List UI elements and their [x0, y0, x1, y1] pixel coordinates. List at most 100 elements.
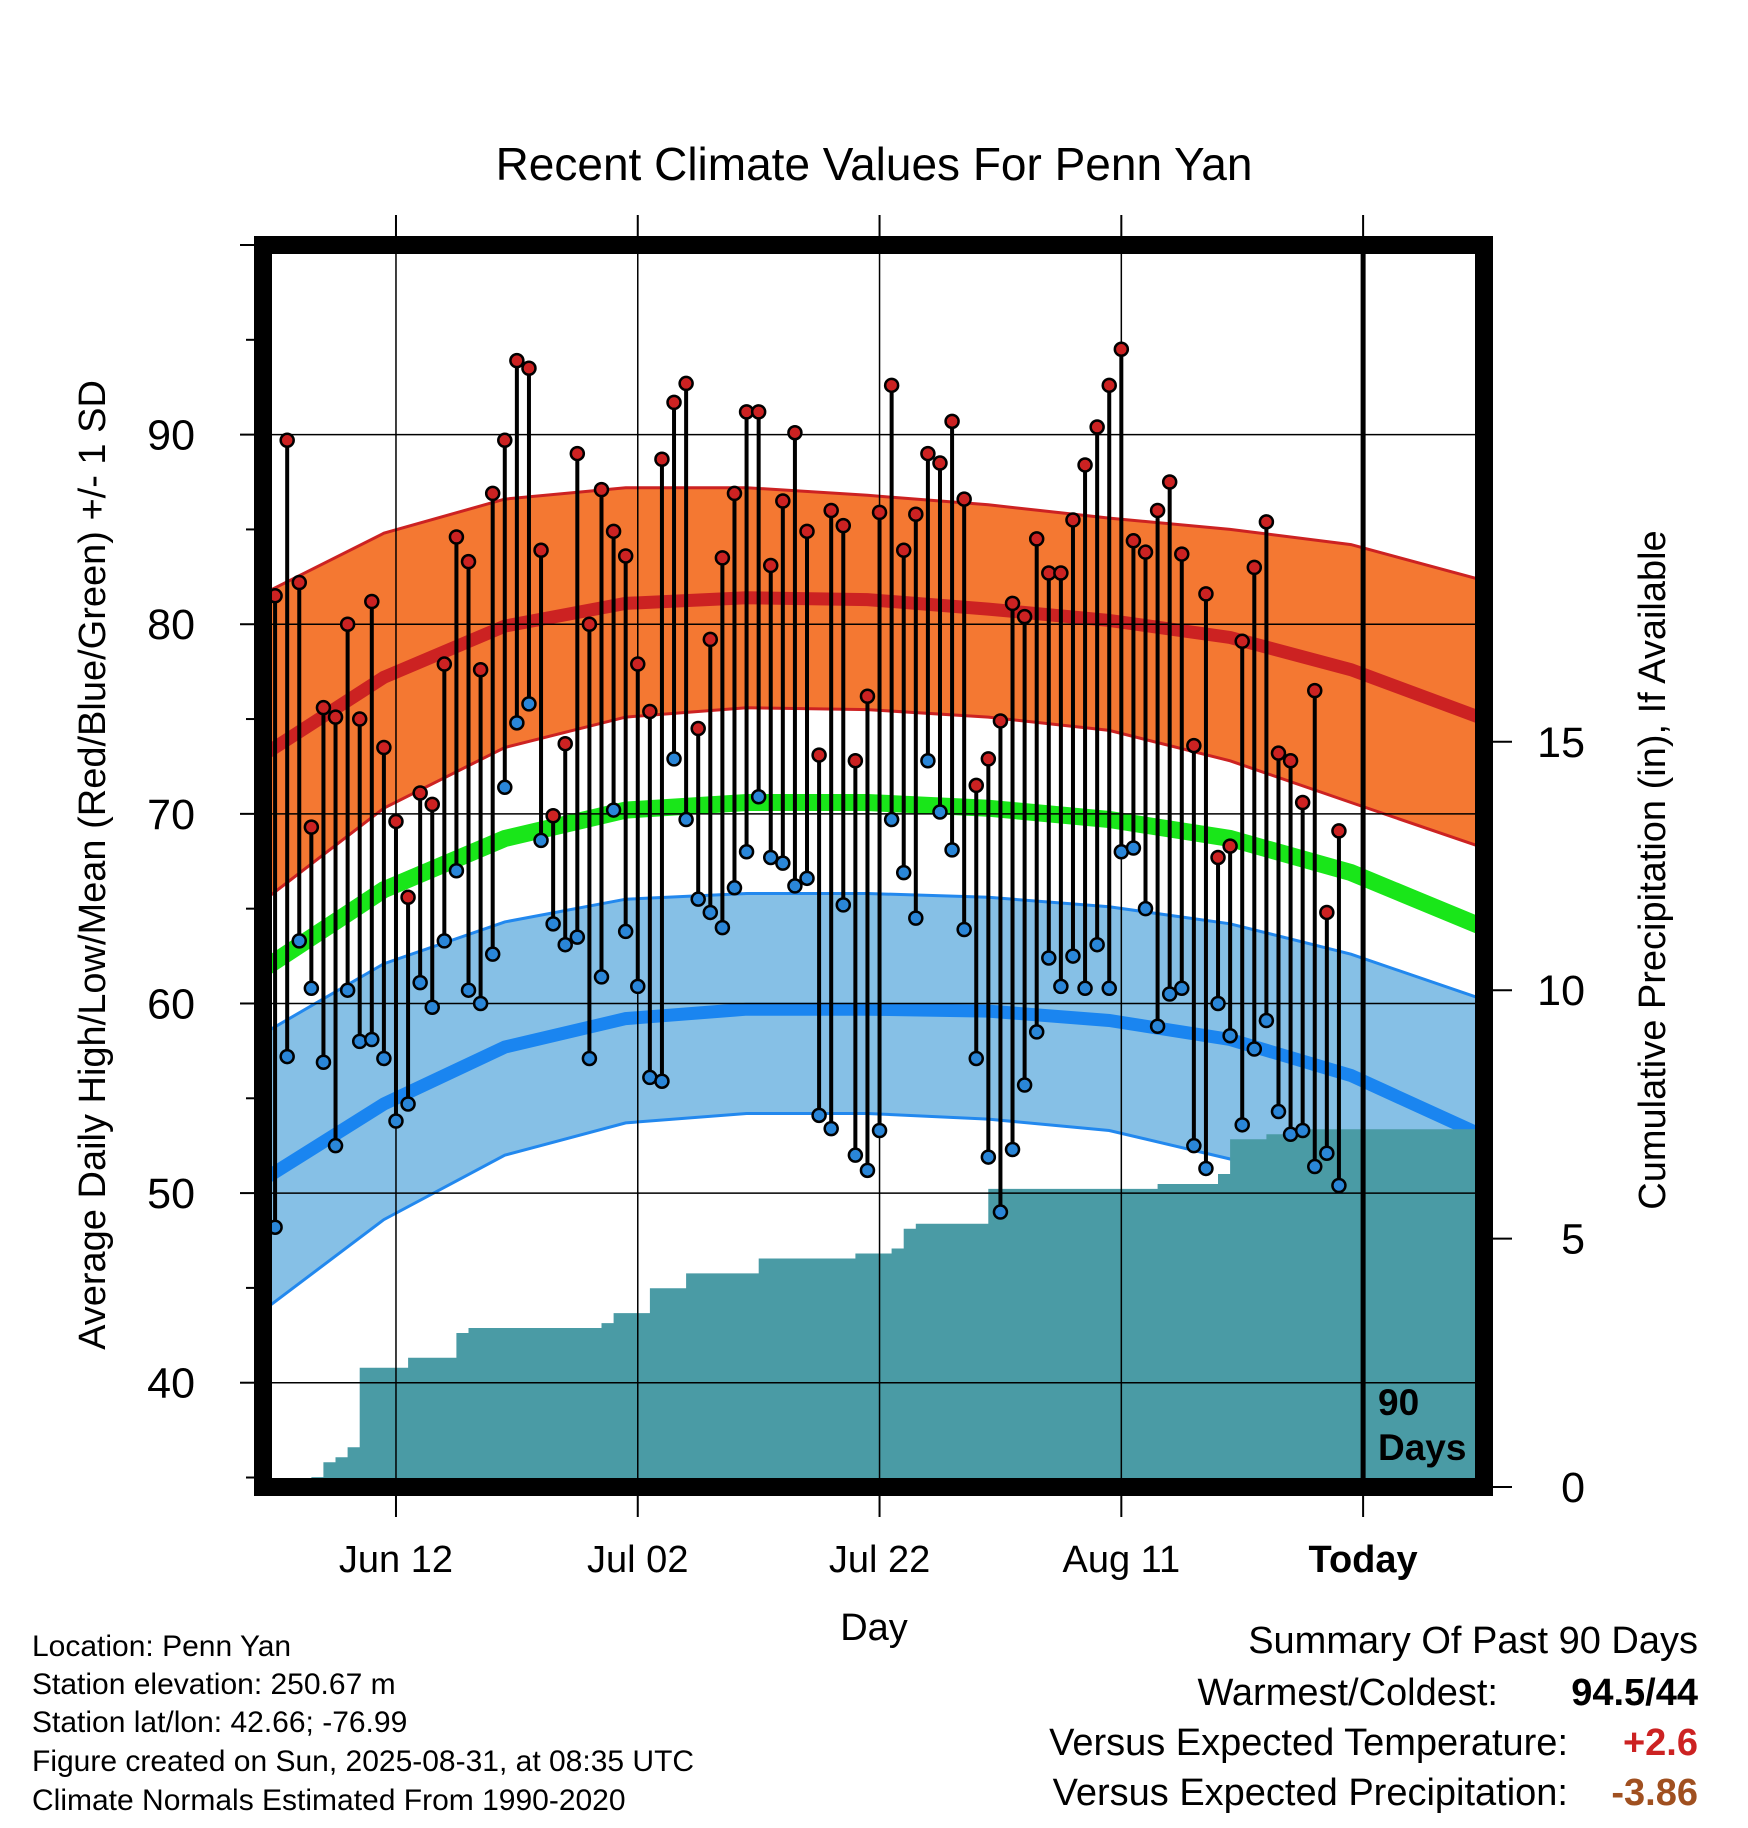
- daily-high-point: [581, 616, 598, 632]
- daily-high-point: [351, 711, 368, 727]
- y-tick-label: 70: [147, 791, 195, 839]
- daily-high-point: [823, 502, 839, 519]
- daily-high-point: [908, 506, 924, 523]
- daily-high-point: [412, 785, 428, 801]
- daily-low-point: [944, 842, 960, 858]
- daily-high-point: [714, 550, 731, 566]
- daily-low-point: [1331, 1177, 1347, 1194]
- daily-data: [263, 341, 1347, 1315]
- info-elevation: Station elevation: 250.67 m: [32, 1668, 396, 1701]
- daily-low-point: [1210, 995, 1226, 1012]
- daily-high-point: [303, 819, 320, 835]
- daily-low-point: [968, 1050, 985, 1067]
- daily-high-point: [1210, 849, 1226, 866]
- daily-low-point: [847, 1147, 864, 1163]
- daily-low-point: [787, 878, 803, 894]
- daily-low-point: [1319, 1145, 1335, 1162]
- summary-title: Summary Of Past 90 Days: [1248, 1620, 1698, 1662]
- daily-low-point: [823, 1120, 839, 1137]
- daily-high-point: [376, 739, 392, 756]
- daily-low-point: [859, 1162, 876, 1179]
- daily-high-point: [1282, 753, 1299, 769]
- daily-high-point: [750, 404, 767, 420]
- daily-low-point: [484, 946, 501, 962]
- summary-precip-value: -3.86: [1611, 1772, 1698, 1814]
- info-location: Location: Penn Yan: [32, 1630, 292, 1663]
- daily-high-point: [569, 445, 586, 462]
- daily-high-point: [497, 432, 513, 449]
- daily-low-point: [1004, 1141, 1021, 1158]
- daily-high-point: [460, 553, 477, 570]
- daily-low-point: [1101, 980, 1117, 997]
- daily-low-point: [376, 1050, 392, 1067]
- daily-high-point: [799, 523, 815, 540]
- daily-low-point: [980, 1149, 997, 1165]
- daily-high-point: [533, 542, 549, 559]
- daily-high-point: [327, 709, 344, 725]
- daily-high-point: [762, 557, 779, 574]
- daily-low-point: [617, 923, 634, 940]
- daily-high-point: [883, 377, 900, 394]
- daily-low-point: [932, 804, 948, 820]
- daily-low-point: [364, 1031, 380, 1048]
- daily-high-point: [1246, 559, 1263, 576]
- daily-low-point: [521, 696, 537, 712]
- daily-low-point: [339, 982, 356, 998]
- daily-low-point: [690, 891, 706, 907]
- daily-low-point: [775, 855, 791, 871]
- low-sd-band: [263, 893, 1484, 1311]
- daily-low-point: [472, 995, 489, 1012]
- daily-low-point: [351, 1033, 368, 1050]
- daily-low-point: [1137, 900, 1154, 917]
- daily-high-point: [1331, 823, 1347, 839]
- daily-high-point: [968, 777, 985, 794]
- daily-high-point: [1161, 474, 1178, 490]
- daily-high-point: [932, 455, 948, 471]
- daily-high-point: [557, 735, 573, 752]
- daily-low-point: [533, 832, 549, 849]
- daily-low-point: [811, 1107, 827, 1124]
- daily-low-point: [315, 1054, 332, 1071]
- x-tick-label: Aug 11: [1063, 1539, 1181, 1581]
- daily-high-point: [1065, 512, 1081, 528]
- y2-tick-label: 15: [1537, 719, 1585, 767]
- daily-low-point: [726, 880, 743, 896]
- daily-high-point: [1319, 904, 1335, 921]
- daily-low-point: [1125, 840, 1142, 856]
- daily-low-point: [545, 916, 561, 932]
- summary-warmest-value: 94.5/44: [1571, 1672, 1698, 1714]
- daily-low-point: [327, 1137, 344, 1154]
- daily-high-point: [956, 491, 972, 507]
- daily-high-point: [666, 394, 682, 411]
- daily-high-point: [1004, 595, 1021, 612]
- daily-low-point: [1016, 1077, 1033, 1093]
- info-created: Figure created on Sun, 2025-08-31, at 08…: [32, 1745, 695, 1778]
- daily-high-point: [1258, 514, 1275, 530]
- daily-low-point: [1149, 1018, 1166, 1034]
- daily-low-point: [1307, 1158, 1323, 1175]
- y-tick-label: 90: [147, 412, 195, 460]
- daily-high-point: [642, 703, 658, 720]
- daily-low-point: [1246, 1041, 1263, 1057]
- daily-low-point: [400, 1096, 416, 1112]
- daily-low-point: [1186, 1137, 1202, 1154]
- daily-high-point: [835, 517, 852, 534]
- daily-high-point: [992, 713, 1009, 729]
- info-latlon: Station lat/lon: 42.66; -76.99: [32, 1706, 408, 1739]
- daily-high-point: [1294, 794, 1311, 811]
- daily-low-point: [920, 753, 936, 769]
- daily-high-point: [1198, 586, 1214, 602]
- daily-low-point: [762, 849, 779, 866]
- daily-high-point: [472, 661, 489, 678]
- daily-high-point: [787, 424, 803, 441]
- daily-low-point: [1294, 1122, 1311, 1139]
- y-tick-label: 80: [147, 601, 195, 649]
- summary-warmest-label: Warmest/Coldest:: [1197, 1672, 1498, 1714]
- plot-frame: [254, 236, 1493, 1496]
- daily-low-point: [956, 921, 972, 938]
- daily-low-point: [436, 933, 453, 949]
- y2-tick-label: 0: [1561, 1464, 1585, 1512]
- daily-high-point: [944, 413, 960, 430]
- daily-high-point: [847, 753, 864, 769]
